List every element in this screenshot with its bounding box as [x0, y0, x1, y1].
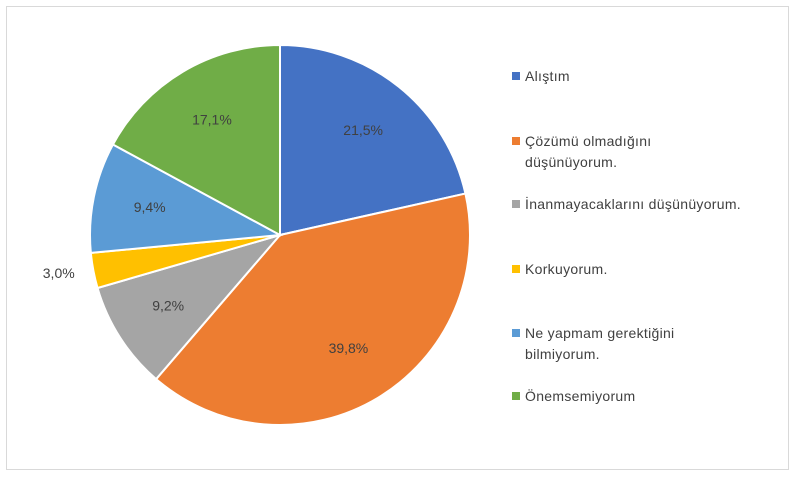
- data-label: 17,1%: [192, 111, 232, 127]
- legend-item: İnanmayacaklarını düşünüyorum.: [512, 194, 797, 215]
- pie-slice: [279, 43, 467, 237]
- legend-swatch: [512, 329, 520, 337]
- legend-item: Korkuyorum.: [512, 259, 702, 280]
- legend-label: İnanmayacaklarını düşünüyorum.: [525, 196, 741, 212]
- data-label: 21,5%: [343, 122, 383, 138]
- legend-label: Önemsemiyorum: [525, 388, 636, 404]
- legend-swatch: [512, 265, 520, 273]
- pie-slice: [89, 143, 284, 254]
- legend-label: Alıştım: [525, 68, 570, 84]
- legend-item: Alıştım: [512, 66, 702, 87]
- legend-swatch: [512, 200, 520, 208]
- pie-slice: [154, 192, 471, 426]
- legend-swatch: [512, 137, 520, 145]
- data-label: 3,0%: [43, 265, 75, 281]
- legend-label: Korkuyorum.: [525, 261, 608, 277]
- data-label: 9,4%: [134, 199, 166, 215]
- pie-slice: [96, 233, 283, 381]
- pie-slice: [111, 43, 281, 237]
- data-label: 9,2%: [152, 298, 184, 314]
- legend-label: Ne yapmam gerektiğini bilmiyorum.: [525, 325, 675, 362]
- legend-item: Çözümü olmadığını düşünüyorum.: [512, 131, 702, 173]
- legend-item: Ne yapmam gerektiğini bilmiyorum.: [512, 323, 702, 365]
- legend-label: Çözümü olmadığını düşünüyorum.: [525, 133, 652, 170]
- legend-item: Önemsemiyorum: [512, 386, 702, 407]
- chart-frame: [6, 6, 789, 470]
- legend-swatch: [512, 72, 520, 80]
- legend-swatch: [512, 392, 520, 400]
- data-label: 39,8%: [329, 340, 369, 356]
